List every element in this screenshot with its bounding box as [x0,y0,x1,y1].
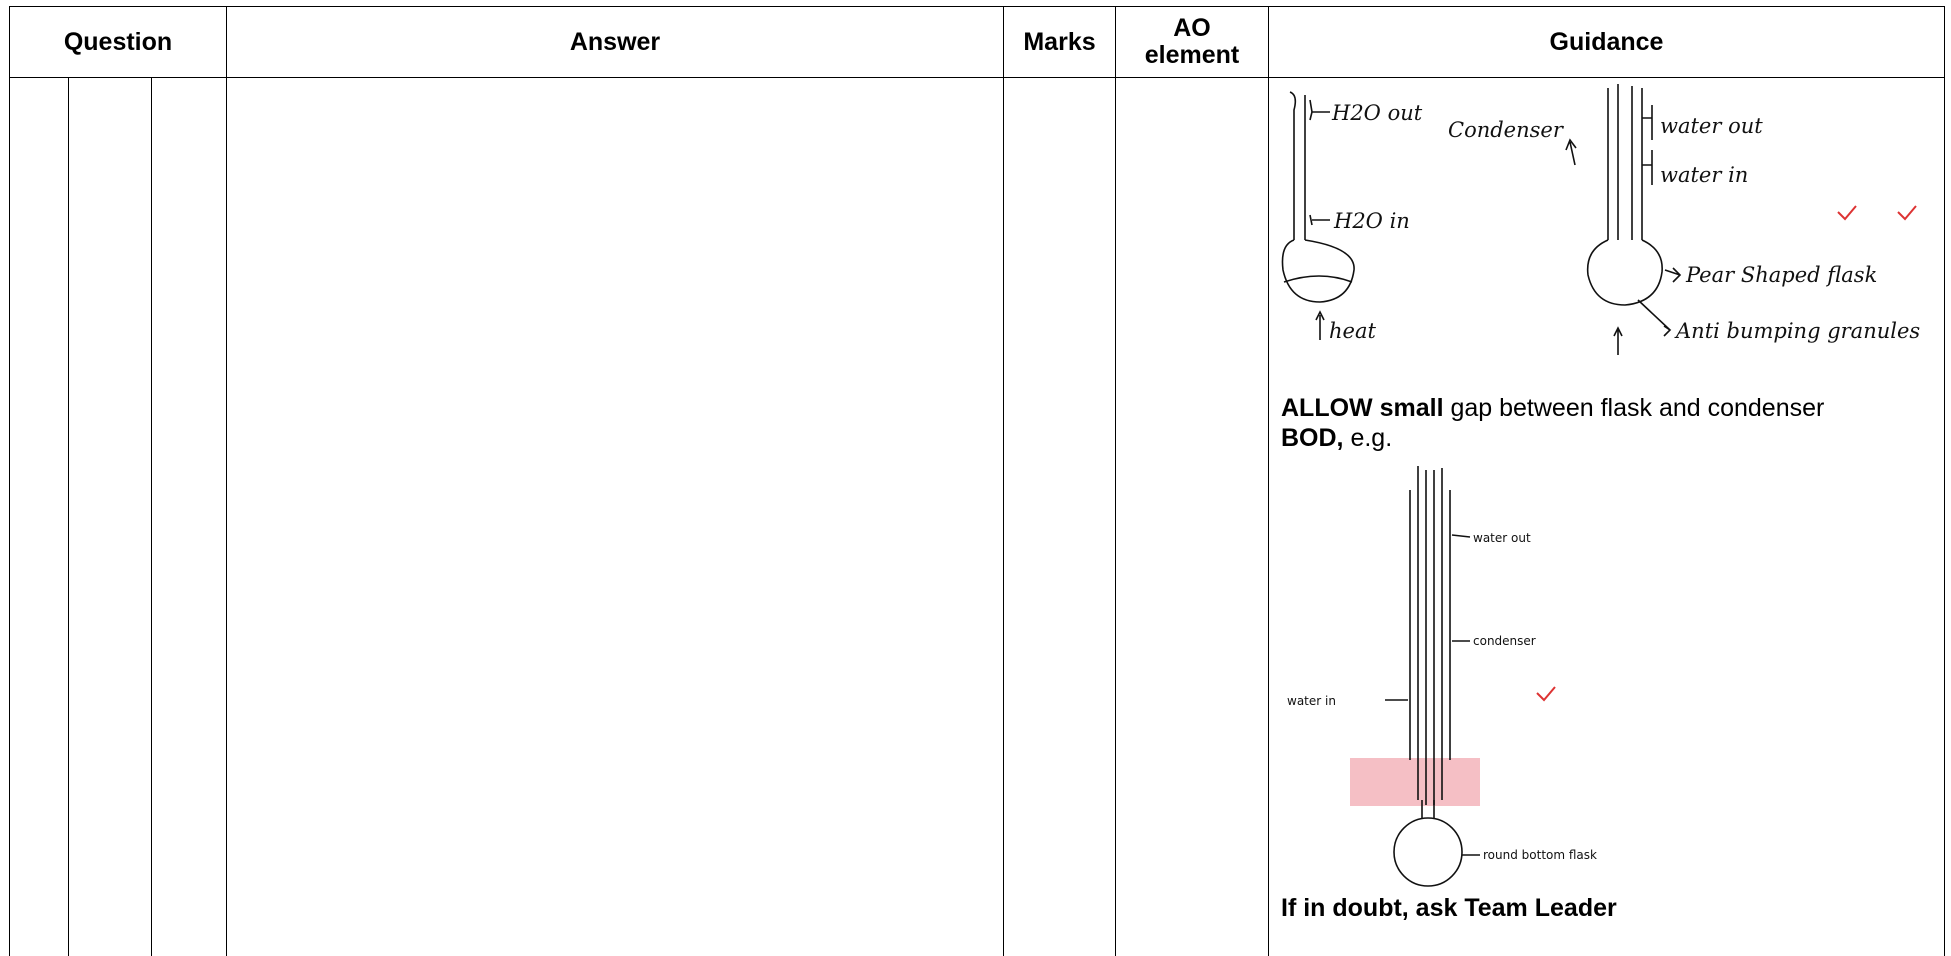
bold-text: BOD, [1281,424,1344,452]
allow-line: ALLOW small gap between flask and conden… [1281,394,1824,423]
header-guidance: Guidance [1268,6,1945,77]
question-cell [9,77,68,956]
answer-cell [226,77,1003,956]
ao-cell [1115,77,1268,956]
header-text: Marks [1023,27,1096,56]
guidance-cell [1268,77,1945,956]
header-answer: Answer [226,6,1003,77]
bold-text: ALLOW small [1281,394,1444,422]
header-text: Question [63,27,173,56]
header-marks: Marks [1003,6,1115,77]
header-text: AO element [1144,14,1240,69]
header-text: Guidance [1549,27,1664,56]
header-question: Question [9,6,226,77]
bod-line: BOD, e.g. [1281,424,1392,453]
question-cell [151,77,226,956]
question-cell [68,77,151,956]
text: e.g. [1350,424,1393,452]
text: gap between flask and condenser [1450,394,1825,422]
marks-cell [1003,77,1115,956]
header-ao: AO element [1115,6,1268,77]
header-text: Answer [569,27,661,56]
note: If in doubt, ask Team Leader [1281,894,1617,922]
